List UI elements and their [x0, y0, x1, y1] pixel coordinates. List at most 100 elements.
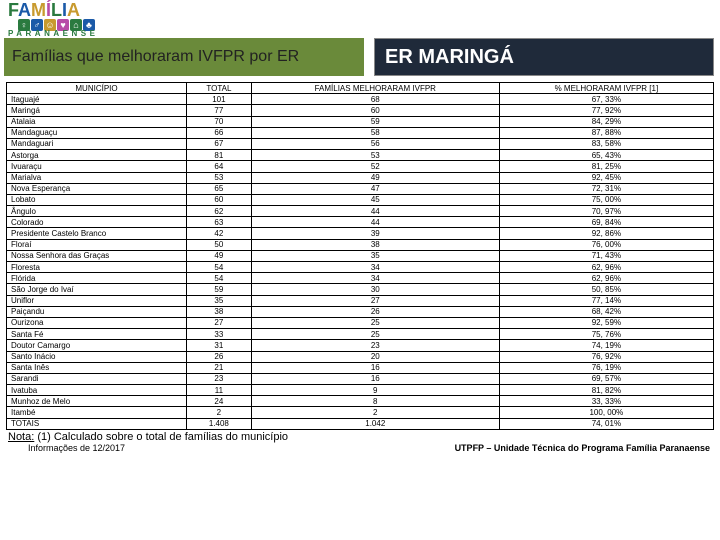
- cell-total: 2: [187, 407, 252, 418]
- cell-pct: 71, 43%: [499, 250, 713, 261]
- cell-pct: 74, 01%: [499, 418, 713, 429]
- cell-pct: 92, 45%: [499, 172, 713, 183]
- cell-municipio: Doutor Camargo: [7, 340, 187, 351]
- cell-pct: 76, 00%: [499, 239, 713, 250]
- cell-total: 62: [187, 206, 252, 217]
- table-row: Ivatuba11981, 82%: [7, 385, 714, 396]
- table-row: Uniflor352777, 14%: [7, 295, 714, 306]
- cell-pct: 92, 86%: [499, 228, 713, 239]
- cell-total: 49: [187, 250, 252, 261]
- cell-municipio: Sarandi: [7, 373, 187, 384]
- table-row: Ivuaraçu645281, 25%: [7, 161, 714, 172]
- cell-pct: 87, 88%: [499, 127, 713, 138]
- cell-total: 33: [187, 329, 252, 340]
- cell-melhoraram: 49: [251, 172, 499, 183]
- table-row: TOTAIS1.4081.04274, 01%: [7, 418, 714, 429]
- cell-municipio: Colorado: [7, 217, 187, 228]
- cell-melhoraram: 23: [251, 340, 499, 351]
- logo-subtitle: PARANAENSE: [8, 29, 98, 38]
- table-row: Santa Inês211676, 19%: [7, 362, 714, 373]
- table-body: Itaguajé1016867, 33%Maringá776077, 92%At…: [7, 94, 714, 430]
- cell-melhoraram: 59: [251, 116, 499, 127]
- cell-total: 42: [187, 228, 252, 239]
- cell-total: 50: [187, 239, 252, 250]
- cell-melhoraram: 8: [251, 396, 499, 407]
- cell-total: 60: [187, 194, 252, 205]
- cell-total: 1.408: [187, 418, 252, 429]
- cell-municipio: Marialva: [7, 172, 187, 183]
- cell-municipio: Paiçandu: [7, 306, 187, 317]
- note-text: (1) Calculado sobre o total de famílias …: [37, 431, 288, 443]
- cell-municipio: Atalaia: [7, 116, 187, 127]
- cell-melhoraram: 45: [251, 194, 499, 205]
- table-row: Nova Esperança654772, 31%: [7, 183, 714, 194]
- table-row: Paiçandu382668, 42%: [7, 306, 714, 317]
- cell-pct: 81, 82%: [499, 385, 713, 396]
- cell-municipio: Nova Esperança: [7, 183, 187, 194]
- cell-municipio: Mandaguari: [7, 138, 187, 149]
- cell-pct: 62, 96%: [499, 262, 713, 273]
- cell-pct: 62, 96%: [499, 273, 713, 284]
- cell-municipio: Santa Fé: [7, 329, 187, 340]
- table-row: Lobato604575, 00%: [7, 194, 714, 205]
- cell-melhoraram: 34: [251, 262, 499, 273]
- data-table: MUNICÍPIO TOTAL FAMÍLIAS MELHORARAM IVFP…: [6, 82, 714, 430]
- cell-melhoraram: 25: [251, 329, 499, 340]
- cell-pct: 100, 00%: [499, 407, 713, 418]
- table-container: MUNICÍPIO TOTAL FAMÍLIAS MELHORARAM IVFP…: [0, 82, 720, 430]
- cell-municipio: Flórida: [7, 273, 187, 284]
- col-melhoraram: FAMÍLIAS MELHORARAM IVFPR: [251, 83, 499, 94]
- cell-total: 35: [187, 295, 252, 306]
- cell-pct: 50, 85%: [499, 284, 713, 295]
- cell-total: 54: [187, 273, 252, 284]
- note-label: Nota:: [8, 431, 34, 443]
- table-row: Floraí503876, 00%: [7, 239, 714, 250]
- table-row: Flórida543462, 96%: [7, 273, 714, 284]
- col-total: TOTAL: [187, 83, 252, 94]
- table-row: Sarandi231669, 57%: [7, 373, 714, 384]
- table-row: Santo Inácio262076, 92%: [7, 351, 714, 362]
- cell-municipio: Ivatuba: [7, 385, 187, 396]
- cell-municipio: Astorga: [7, 150, 187, 161]
- cell-melhoraram: 16: [251, 373, 499, 384]
- note: Nota: (1) Calculado sobre o total de fam…: [0, 430, 720, 443]
- cell-municipio: Ângulo: [7, 206, 187, 217]
- table-row: Ângulo624470, 97%: [7, 206, 714, 217]
- cell-melhoraram: 20: [251, 351, 499, 362]
- table-row: Itambé22100, 00%: [7, 407, 714, 418]
- cell-municipio: TOTAIS: [7, 418, 187, 429]
- cell-pct: 92, 59%: [499, 317, 713, 328]
- cell-pct: 70, 97%: [499, 206, 713, 217]
- cell-pct: 65, 43%: [499, 150, 713, 161]
- cell-pct: 76, 92%: [499, 351, 713, 362]
- cell-pct: 81, 25%: [499, 161, 713, 172]
- cell-pct: 33, 33%: [499, 396, 713, 407]
- cell-pct: 84, 29%: [499, 116, 713, 127]
- cell-municipio: Lobato: [7, 194, 187, 205]
- table-row: Nossa Senhora das Graças493571, 43%: [7, 250, 714, 261]
- cell-total: 31: [187, 340, 252, 351]
- cell-melhoraram: 60: [251, 105, 499, 116]
- cell-total: 11: [187, 385, 252, 396]
- cell-melhoraram: 58: [251, 127, 499, 138]
- cell-total: 101: [187, 94, 252, 105]
- table-row: Ourizona272592, 59%: [7, 317, 714, 328]
- cell-total: 64: [187, 161, 252, 172]
- cell-pct: 75, 00%: [499, 194, 713, 205]
- cell-melhoraram: 56: [251, 138, 499, 149]
- cell-pct: 67, 33%: [499, 94, 713, 105]
- table-row: Santa Fé332575, 76%: [7, 329, 714, 340]
- cell-melhoraram: 30: [251, 284, 499, 295]
- cell-municipio: Santa Inês: [7, 362, 187, 373]
- cell-total: 67: [187, 138, 252, 149]
- cell-pct: 68, 42%: [499, 306, 713, 317]
- table-row: Atalaia705984, 29%: [7, 116, 714, 127]
- table-row: Itaguajé1016867, 33%: [7, 94, 714, 105]
- cell-municipio: Mandaguaçu: [7, 127, 187, 138]
- region-bar: ER MARINGÁ: [374, 38, 714, 76]
- cell-total: 54: [187, 262, 252, 273]
- cell-municipio: Ourizona: [7, 317, 187, 328]
- table-row: Mandaguaçu665887, 88%: [7, 127, 714, 138]
- cell-melhoraram: 44: [251, 217, 499, 228]
- cell-melhoraram: 2: [251, 407, 499, 418]
